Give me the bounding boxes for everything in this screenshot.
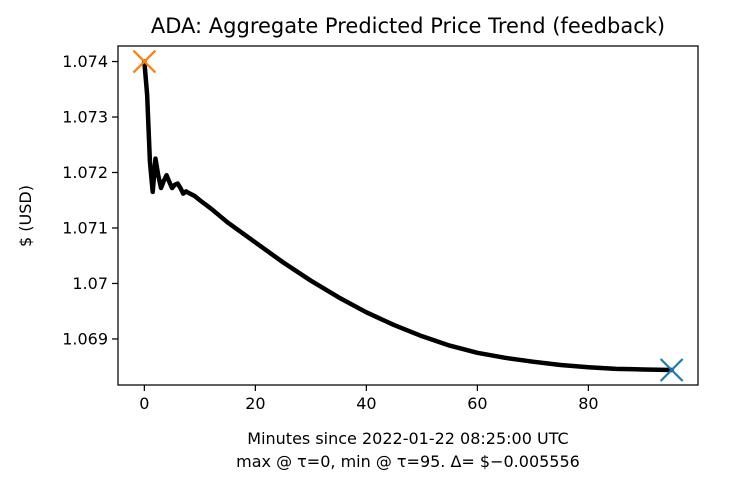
y-tick-label: 1.073 <box>62 108 108 127</box>
y-tick-label: 1.072 <box>62 163 108 182</box>
y-tick-label: 1.069 <box>62 329 108 348</box>
chart-title: ADA: Aggregate Predicted Price Trend (fe… <box>151 14 665 38</box>
x-tick-label: 60 <box>467 394 487 413</box>
y-tick-label: 1.074 <box>62 52 108 71</box>
series-layer <box>142 59 674 373</box>
plot-area: 0 20 40 60 80 1.069 1.07 1.071 1.072 1.073 1.074 <box>62 45 699 413</box>
y-axis-ticks: 1.069 1.07 1.071 1.072 1.073 1.074 <box>62 52 118 348</box>
y-tick-label: 1.07 <box>72 274 108 293</box>
min-marker <box>659 358 684 382</box>
y-axis-label: $ (USD) <box>16 185 35 247</box>
plot-frame <box>117 45 699 386</box>
x-tick-label: 40 <box>356 394 376 413</box>
x-tick-label: 20 <box>245 394 265 413</box>
price-trend-line <box>142 59 674 373</box>
x-axis-ticks: 0 20 40 60 80 <box>139 385 599 413</box>
max-marker <box>132 49 157 74</box>
y-tick-label: 1.071 <box>62 218 108 237</box>
x-axis-label: Minutes since 2022-01-22 08:25:00 UTC <box>247 429 568 448</box>
x-tick-label: 0 <box>139 394 149 413</box>
x-tick-label: 80 <box>578 394 598 413</box>
x-axis-sublabel: max @ τ=0, min @ τ=95. Δ= $−0.005556 <box>236 452 580 471</box>
marker-layer <box>132 49 684 382</box>
